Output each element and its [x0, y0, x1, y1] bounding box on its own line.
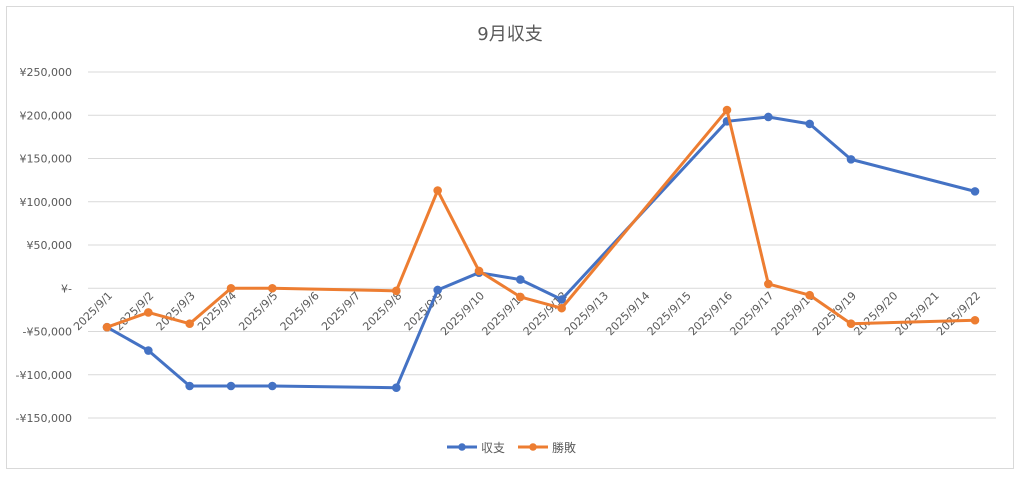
chart-area	[6, 6, 1014, 469]
x-tick-label: 2025/9/17	[727, 289, 776, 338]
y-tick-label: -¥150,000	[16, 412, 72, 425]
legend-label: 勝敗	[552, 440, 576, 455]
data-point	[433, 186, 442, 195]
data-point	[846, 155, 856, 164]
series-lines	[102, 105, 980, 393]
data-point	[144, 346, 153, 355]
data-point	[805, 119, 814, 129]
x-tick-label: 2025/9/14	[603, 289, 652, 338]
data-point	[268, 381, 277, 391]
data-point	[722, 105, 732, 115]
data-point	[185, 381, 194, 391]
legend-marker	[458, 443, 466, 451]
gridlines	[88, 71, 996, 419]
data-point	[805, 290, 814, 300]
data-point	[764, 279, 773, 289]
x-tick-label: 2025/9/7	[319, 289, 363, 333]
y-tick-label: -¥100,000	[16, 369, 72, 382]
chart-title: 9月収支	[477, 24, 542, 45]
legend-label: 収支	[481, 441, 505, 455]
y-tick-label: ¥-	[61, 282, 72, 295]
series-line-0	[106, 115, 976, 390]
data-point	[226, 381, 236, 391]
data-point	[102, 322, 112, 332]
data-point	[433, 285, 442, 295]
x-tick-label: 2025/9/16	[686, 289, 735, 338]
data-point	[144, 308, 153, 317]
data-point	[846, 319, 856, 329]
x-tick-label: 2025/9/5	[236, 289, 280, 333]
x-axis-tick-labels: 2025/9/12025/9/22025/9/32025/9/42025/9/5…	[71, 289, 983, 338]
y-axis-tick-labels: ¥250,000 ¥200,000 ¥150,000 ¥100,000 ¥50,000 ¥…	[16, 66, 72, 425]
x-tick-label: 2025/9/21	[893, 289, 942, 338]
legend-marker	[529, 443, 537, 451]
data-point	[970, 315, 980, 325]
data-point	[764, 112, 773, 122]
data-point	[392, 383, 401, 393]
y-tick-label: ¥50,000	[27, 239, 73, 252]
data-point	[516, 275, 525, 284]
x-tick-label: 2025/9/6	[278, 289, 322, 333]
data-point	[557, 303, 566, 313]
y-tick-label: ¥150,000	[20, 153, 73, 166]
x-tick-label: 2025/9/22	[934, 289, 983, 338]
data-point	[474, 266, 484, 276]
y-tick-label: ¥100,000	[20, 196, 73, 209]
data-point	[268, 283, 277, 293]
x-tick-label: 2025/9/10	[438, 289, 487, 338]
x-tick-label: 2025/9/15	[645, 289, 694, 338]
y-tick-label: ¥200,000	[20, 109, 73, 122]
data-point	[392, 286, 401, 296]
y-tick-label: -¥50,000	[23, 326, 72, 339]
x-tick-label: 2025/9/8	[360, 289, 404, 333]
data-point	[226, 283, 236, 293]
y-tick-label: ¥250,000	[20, 66, 73, 79]
data-point	[970, 187, 980, 196]
data-point	[557, 295, 566, 304]
data-point	[516, 292, 525, 302]
x-tick-label: 2025/9/4	[195, 289, 239, 333]
x-tick-label: 2025/9/20	[851, 289, 900, 338]
legend: 収支 勝敗	[447, 440, 576, 455]
data-point	[185, 319, 194, 329]
